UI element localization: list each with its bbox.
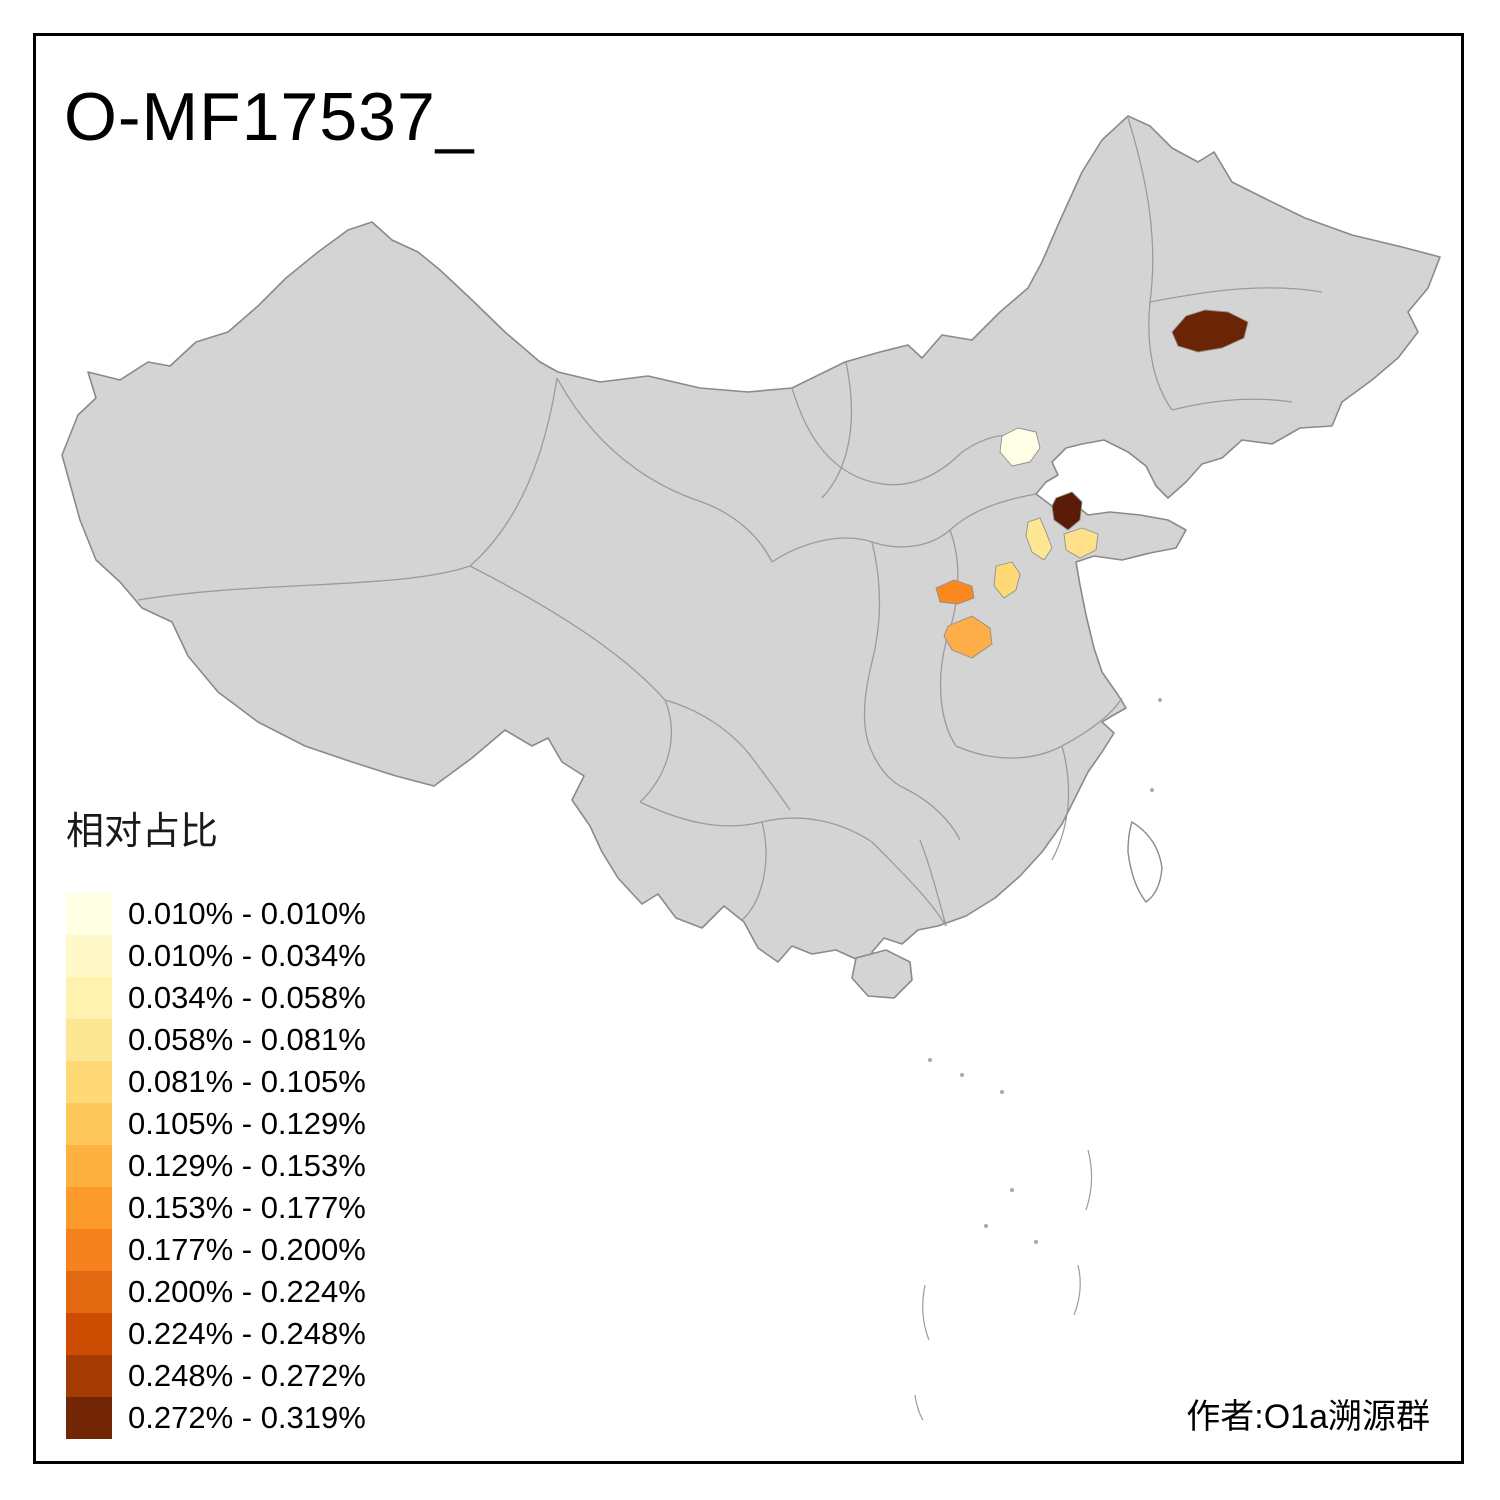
highlight-region-northeast (1171, 309, 1249, 353)
legend-label: 0.034% - 0.058% (128, 980, 366, 1015)
legend-swatch (66, 1187, 112, 1229)
legend-swatch (66, 1397, 112, 1439)
legend-label: 0.177% - 0.200% (128, 1232, 366, 1267)
legend-label: 0.272% - 0.319% (128, 1400, 366, 1435)
highlight-region-orange-west (935, 579, 975, 605)
page-title: O-MF17537_ (64, 79, 475, 155)
legend-swatch (66, 1355, 112, 1397)
legend-entry: 0.010% - 0.010% (66, 893, 366, 935)
legend-swatch (66, 1019, 112, 1061)
province-boundaries (137, 117, 1323, 927)
legend-label: 0.153% - 0.177% (128, 1190, 366, 1225)
legend-entry: 0.081% - 0.105% (66, 1061, 366, 1103)
legend-entry: 0.034% - 0.058% (66, 977, 366, 1019)
legend-label: 0.058% - 0.081% (128, 1022, 366, 1057)
highlight-region-yellow-left (1025, 517, 1053, 561)
legend-entry: 0.272% - 0.319% (66, 1397, 366, 1439)
legend-swatch (66, 1145, 112, 1187)
legend-entry: 0.200% - 0.224% (66, 1271, 366, 1313)
legend-entry: 0.058% - 0.081% (66, 1019, 366, 1061)
legend-label: 0.010% - 0.010% (128, 896, 366, 931)
south-china-sea-islands (914, 698, 1162, 1421)
legend-entry: 0.010% - 0.034% (66, 935, 366, 977)
legend-label: 0.081% - 0.105% (128, 1064, 366, 1099)
taiwan-island (1127, 820, 1163, 903)
legend-swatch (66, 1271, 112, 1313)
legend-title: 相对占比 (66, 811, 219, 853)
legend-entry: 0.129% - 0.153% (66, 1145, 366, 1187)
highlight-region-yellow-lower (993, 561, 1021, 599)
legend-label: 0.129% - 0.153% (128, 1148, 366, 1183)
legend-entry: 0.248% - 0.272% (66, 1355, 366, 1397)
legend-swatch (66, 1313, 112, 1355)
legend-label: 0.105% - 0.129% (128, 1106, 366, 1141)
legend-swatch (66, 893, 112, 935)
legend-label: 0.200% - 0.224% (128, 1274, 366, 1309)
legend-entry: 0.105% - 0.129% (66, 1103, 366, 1145)
legend: 相对占比 0.010% - 0.010% 0.010% - 0.034% 0.0… (66, 800, 366, 1439)
author-credit: 作者:O1a溯源群 (1186, 1398, 1430, 1436)
highlight-region-orange-south (943, 615, 993, 659)
legend-label: 0.010% - 0.034% (128, 938, 366, 973)
legend-entry: 0.153% - 0.177% (66, 1187, 366, 1229)
legend-entry: 0.177% - 0.200% (66, 1229, 366, 1271)
legend-swatch (66, 1103, 112, 1145)
legend-label: 0.224% - 0.248% (128, 1316, 366, 1351)
highlight-region-shandong-dark (1051, 491, 1083, 531)
legend-label: 0.248% - 0.272% (128, 1358, 366, 1393)
legend-swatch (66, 935, 112, 977)
legend-swatch (66, 1229, 112, 1271)
highlight-region-yellow-right (1063, 527, 1099, 559)
highlight-region-beijing-area (999, 427, 1041, 467)
hainan-island (851, 949, 913, 999)
legend-entry: 0.224% - 0.248% (66, 1313, 366, 1355)
legend-swatch (66, 1061, 112, 1103)
legend-swatch (66, 977, 112, 1019)
